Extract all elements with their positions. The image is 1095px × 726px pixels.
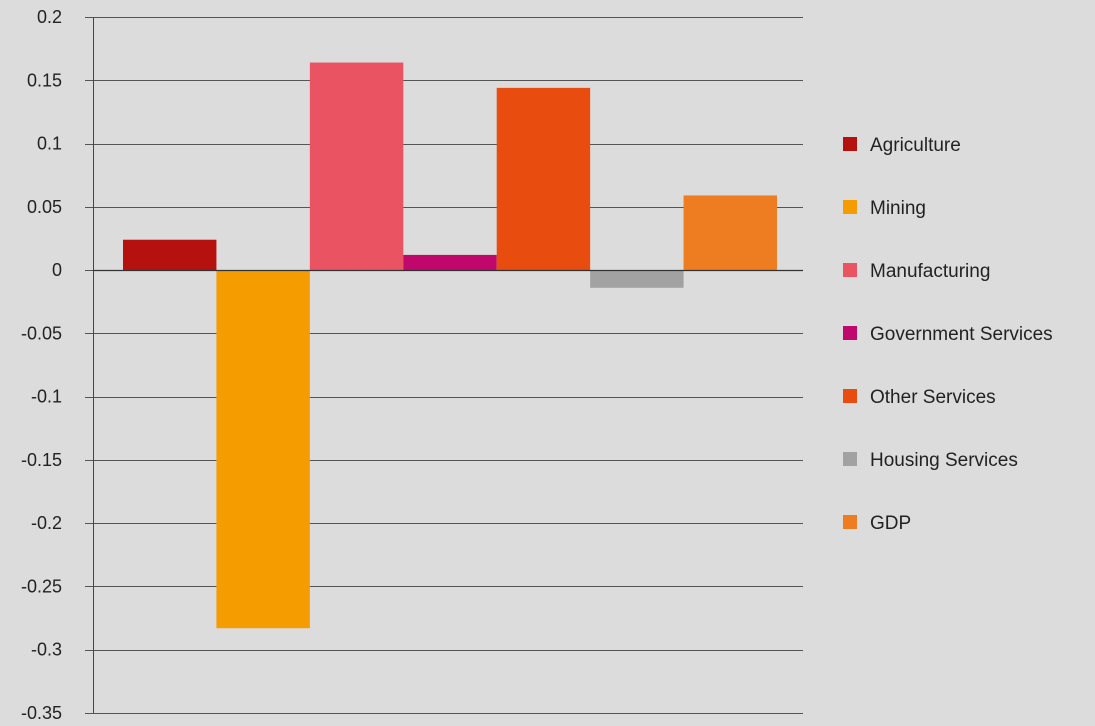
- axes: [93, 17, 803, 713]
- bar-government-services: [403, 254, 497, 271]
- y-tick-label: -0.1: [31, 387, 62, 407]
- bars: [123, 62, 777, 629]
- y-axis-tick-labels: 0.2 0.15 0.1 0.05 0 -0.05 -0.1 -0.15 -0.2 -0.25 -0…: [21, 7, 62, 723]
- legend-swatch: [843, 326, 857, 340]
- y-tick-label: 0.05: [27, 197, 62, 217]
- legend: Agriculture Mining Manufacturing Government…: [843, 135, 1053, 534]
- legend-swatch: [843, 200, 857, 214]
- legend-swatch: [843, 452, 857, 466]
- legend-swatch: [843, 263, 857, 277]
- bar-mining: [216, 270, 310, 629]
- y-tick-label: -0.35: [21, 703, 62, 723]
- legend-item: Mining: [843, 198, 926, 219]
- y-tick-label: 0.1: [37, 134, 62, 154]
- legend-item: Other Services: [843, 387, 996, 408]
- y-tick-label: 0.15: [27, 70, 62, 90]
- y-tick-label: -0.2: [31, 513, 62, 533]
- legend-item: Housing Services: [843, 450, 1018, 471]
- legend-label: Mining: [870, 198, 926, 219]
- y-tick-label: -0.15: [21, 450, 62, 470]
- bar-housing-services: [590, 270, 684, 288]
- y-tick-label: 0: [52, 260, 62, 280]
- legend-item: Manufacturing: [843, 261, 990, 282]
- legend-swatch: [843, 515, 857, 529]
- y-tick-label: -0.05: [21, 323, 62, 343]
- legend-label: Housing Services: [870, 450, 1018, 471]
- bar-manufacturing: [309, 62, 404, 271]
- legend-label: Agriculture: [870, 135, 961, 156]
- bar-gdp: [683, 195, 777, 271]
- gridlines: [85, 17, 803, 714]
- legend-label: Manufacturing: [870, 261, 990, 282]
- legend-item: GDP: [843, 513, 911, 534]
- legend-label: GDP: [870, 513, 911, 534]
- y-tick-label: -0.25: [21, 576, 62, 596]
- legend-item: Agriculture: [843, 135, 961, 156]
- y-tick-label: -0.3: [31, 640, 62, 660]
- legend-label: Government Services: [870, 324, 1053, 345]
- legend-swatch: [843, 389, 857, 403]
- bar-agriculture: [123, 239, 217, 271]
- legend-swatch: [843, 137, 857, 151]
- bar-other-services: [496, 87, 591, 271]
- legend-label: Other Services: [870, 387, 996, 408]
- y-tick-label: 0.2: [37, 7, 62, 27]
- legend-item: Government Services: [843, 324, 1053, 345]
